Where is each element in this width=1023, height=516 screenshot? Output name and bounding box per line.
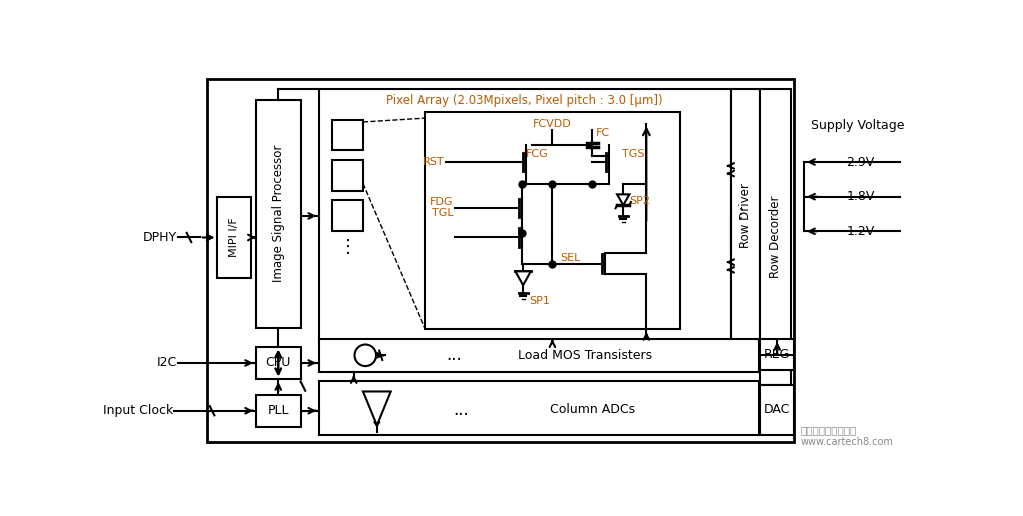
Text: SP2: SP2 bbox=[629, 196, 651, 205]
Text: MIPI I/F: MIPI I/F bbox=[229, 217, 239, 256]
Bar bbox=[256, 347, 301, 379]
Text: FCG: FCG bbox=[526, 149, 548, 159]
Bar bbox=[731, 89, 760, 343]
Text: TGL: TGL bbox=[432, 208, 454, 218]
Bar bbox=[332, 120, 363, 151]
Polygon shape bbox=[617, 195, 629, 205]
Text: ⋮: ⋮ bbox=[339, 238, 357, 256]
Polygon shape bbox=[516, 271, 531, 285]
Text: PLL: PLL bbox=[268, 404, 290, 417]
Bar bbox=[332, 200, 363, 231]
Text: FCVDD: FCVDD bbox=[533, 119, 572, 128]
Text: Column ADCs: Column ADCs bbox=[550, 404, 635, 416]
Text: Pixel Array (2.03Mpixels, Pixel pitch : 3.0 [μm]): Pixel Array (2.03Mpixels, Pixel pitch : … bbox=[387, 94, 663, 107]
Text: 中国汽车工程师之家: 中国汽车工程师之家 bbox=[800, 425, 856, 435]
Text: REG: REG bbox=[764, 348, 791, 361]
Bar bbox=[256, 395, 301, 427]
Bar bbox=[256, 101, 301, 328]
Text: I2C: I2C bbox=[157, 357, 177, 369]
Bar bbox=[218, 197, 252, 278]
Text: RST: RST bbox=[422, 157, 445, 167]
Text: FDG: FDG bbox=[431, 197, 454, 207]
Text: Supply Voltage: Supply Voltage bbox=[811, 119, 904, 132]
Text: Image Signal Processor: Image Signal Processor bbox=[272, 145, 284, 282]
Text: SP1: SP1 bbox=[529, 296, 550, 305]
Text: DAC: DAC bbox=[764, 404, 791, 416]
Bar bbox=[332, 160, 363, 190]
Text: FC: FC bbox=[596, 128, 611, 138]
Bar bbox=[760, 385, 794, 436]
Text: TGS: TGS bbox=[622, 149, 644, 159]
Text: 2.9V: 2.9V bbox=[846, 155, 875, 169]
Text: SEL: SEL bbox=[561, 253, 581, 263]
Bar bbox=[319, 381, 759, 436]
Bar bbox=[319, 89, 731, 343]
Text: Row Decorder: Row Decorder bbox=[769, 196, 783, 278]
Text: www.cartech8.com: www.cartech8.com bbox=[800, 437, 893, 447]
Text: Load MOS Transisters: Load MOS Transisters bbox=[518, 349, 652, 362]
Text: ...: ... bbox=[453, 401, 470, 419]
Bar bbox=[760, 89, 791, 385]
Text: 1.8V: 1.8V bbox=[846, 190, 875, 203]
Bar bbox=[208, 79, 794, 442]
Bar bbox=[425, 112, 680, 329]
Text: ⋮: ⋮ bbox=[735, 206, 748, 221]
Bar bbox=[760, 339, 794, 370]
Text: Input Clock: Input Clock bbox=[102, 404, 173, 417]
Text: Row Driver: Row Driver bbox=[740, 184, 752, 248]
Text: CPU: CPU bbox=[266, 357, 291, 369]
Text: DPHY: DPHY bbox=[142, 231, 177, 244]
Text: 1.2V: 1.2V bbox=[846, 225, 875, 238]
Bar bbox=[319, 339, 759, 372]
Text: ...: ... bbox=[446, 346, 461, 364]
